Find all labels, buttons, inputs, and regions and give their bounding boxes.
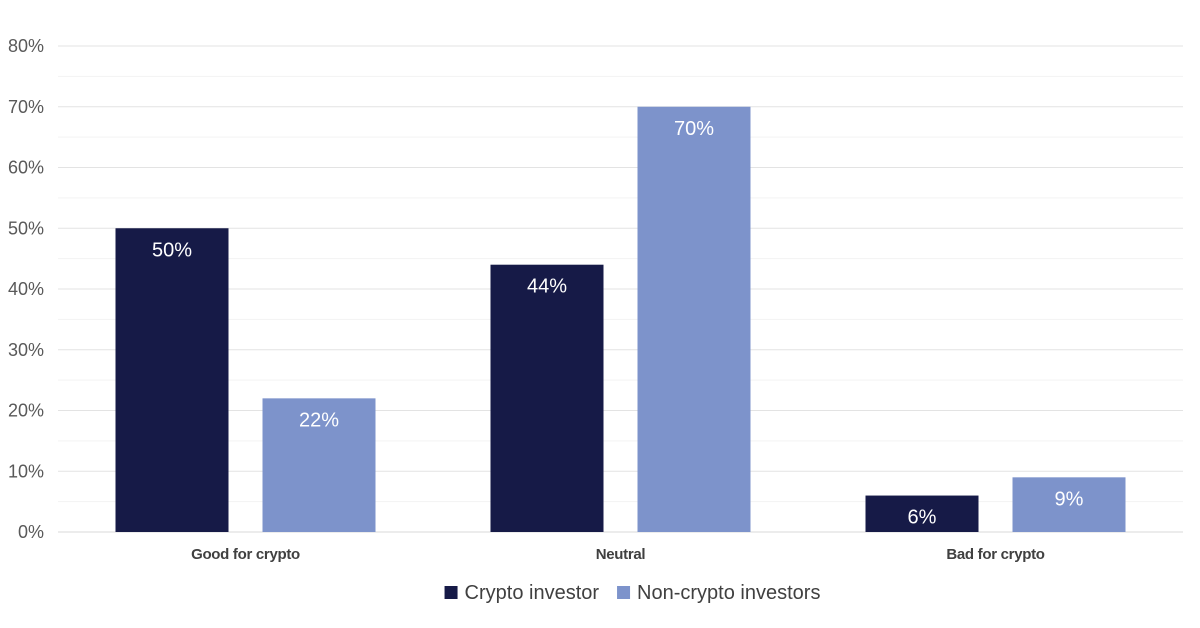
gridlines: [58, 45, 1183, 533]
legend-swatch: [617, 586, 631, 599]
x-axis-categories: Good for crypto Neutral Bad for crypto: [191, 546, 1045, 563]
data-label: 70%: [674, 118, 714, 140]
bar: [262, 398, 376, 532]
y-tick-label: 10%: [8, 461, 44, 481]
legend-swatch: [444, 586, 458, 599]
y-axis-ticks: 0% 10% 20% 30% 40% 50% 60% 70% 80%: [8, 36, 44, 542]
y-tick-label: 70%: [8, 97, 44, 117]
x-tick-label: Neutral: [596, 546, 646, 563]
bar: [1012, 477, 1126, 532]
data-label: 22%: [299, 409, 339, 431]
y-tick-label: 0%: [18, 522, 44, 542]
legend-label: Non-crypto investors: [637, 582, 820, 604]
bar: [637, 106, 751, 532]
data-label: 50%: [152, 239, 192, 261]
y-tick-label: 50%: [8, 218, 44, 238]
legend: Crypto investor Non-crypto investors: [444, 582, 820, 604]
data-label: 6%: [908, 507, 937, 529]
y-tick-label: 80%: [8, 36, 44, 56]
y-tick-label: 40%: [8, 279, 44, 299]
bar: [115, 228, 229, 532]
bar: [490, 264, 604, 532]
y-tick-label: 30%: [8, 340, 44, 360]
x-tick-label: Good for crypto: [191, 546, 300, 563]
data-label: 44%: [527, 276, 567, 298]
data-label: 9%: [1055, 488, 1084, 510]
bar: [865, 495, 979, 532]
data-labels: 50% 22% 44% 70% 6% 9%: [152, 118, 1084, 529]
bars: [115, 106, 1126, 532]
y-tick-label: 20%: [8, 401, 44, 421]
x-tick-label: Bad for crypto: [946, 546, 1044, 563]
legend-label: Crypto investor: [465, 582, 600, 604]
y-tick-label: 60%: [8, 158, 44, 178]
